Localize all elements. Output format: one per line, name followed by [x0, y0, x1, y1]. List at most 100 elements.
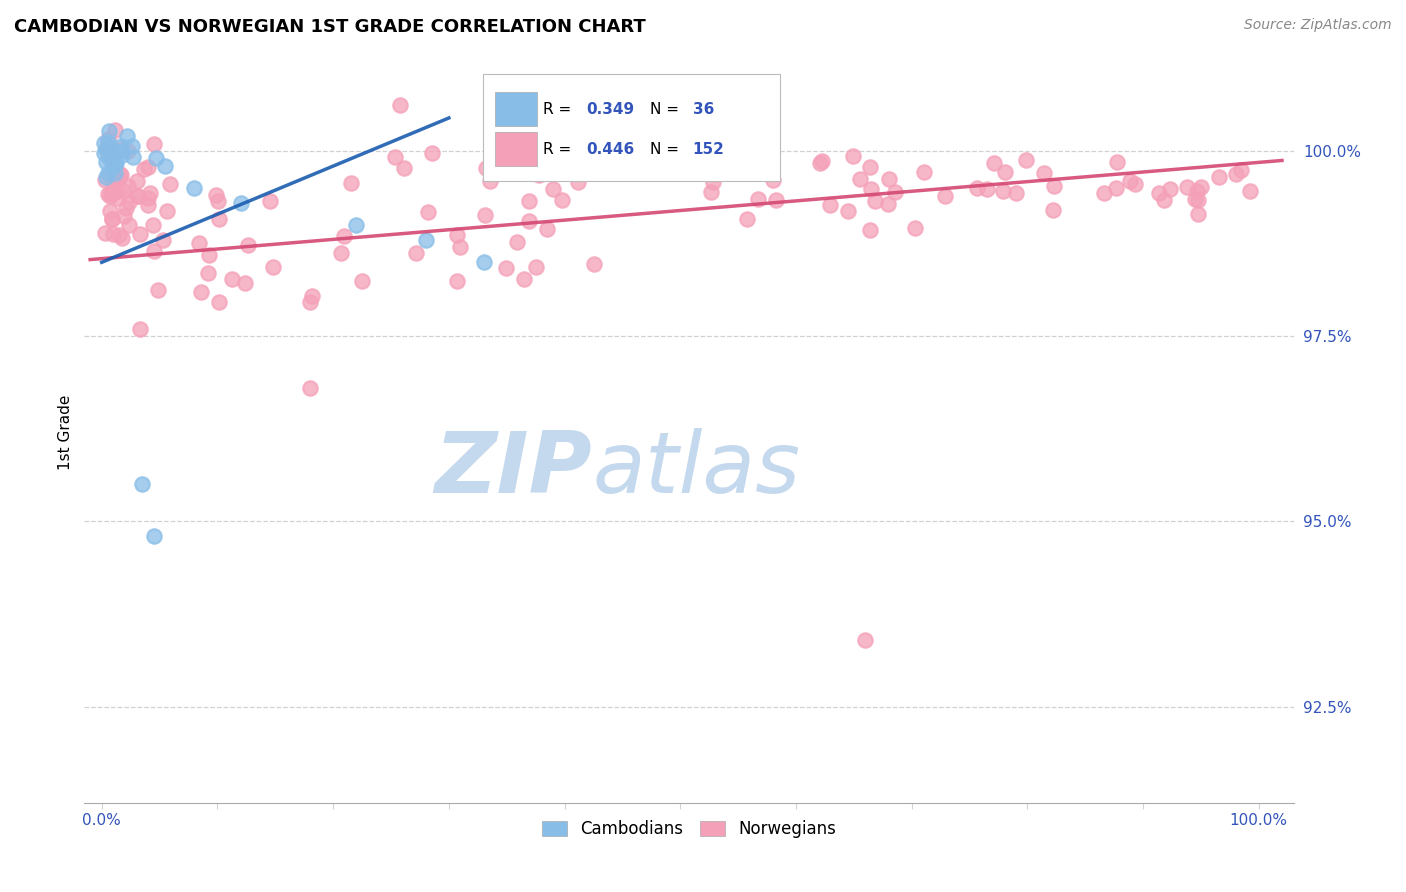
Point: [1189, 180, 1212, 194]
Point: [446, 275, 468, 289]
Point: [118, 219, 141, 233]
Point: [97, 186, 120, 201]
Point: [121, 139, 143, 153]
Point: [517, 214, 540, 228]
Point: [855, 632, 877, 647]
Point: [93, 136, 115, 150]
FancyBboxPatch shape: [495, 92, 537, 127]
Point: [96, 142, 118, 156]
Point: [1187, 193, 1209, 207]
Point: [104, 185, 127, 199]
Point: [103, 227, 125, 242]
Point: [934, 189, 956, 203]
Point: [111, 145, 134, 159]
Point: [190, 285, 212, 300]
Point: [841, 149, 863, 163]
Point: [207, 194, 229, 208]
Point: [994, 165, 1017, 179]
Point: [520, 150, 543, 164]
Point: [599, 153, 621, 167]
Point: [129, 322, 152, 336]
Point: [904, 220, 927, 235]
Text: 0.349: 0.349: [586, 102, 634, 117]
Point: [699, 185, 721, 199]
Point: [117, 178, 139, 193]
Point: [125, 174, 148, 188]
Y-axis label: 1st Grade: 1st Grade: [58, 395, 73, 470]
Point: [142, 244, 165, 259]
Point: [301, 289, 323, 303]
Point: [415, 233, 437, 247]
Point: [103, 175, 125, 189]
Point: [142, 218, 165, 232]
Point: [115, 201, 138, 215]
Point: [208, 295, 231, 310]
Text: Source: ZipAtlas.com: Source: ZipAtlas.com: [1244, 18, 1392, 32]
Point: [97, 166, 120, 180]
Point: [703, 167, 725, 181]
Point: [112, 184, 135, 198]
Point: [104, 123, 127, 137]
Point: [329, 245, 352, 260]
Text: N =: N =: [650, 142, 685, 157]
Point: [350, 274, 373, 288]
Point: [108, 167, 131, 181]
Point: [112, 209, 135, 223]
Point: [567, 175, 589, 189]
Point: [1042, 203, 1064, 218]
Point: [536, 222, 558, 236]
Point: [127, 189, 149, 203]
Point: [1229, 163, 1251, 178]
Point: [702, 175, 724, 189]
Point: [93, 145, 115, 160]
Point: [1208, 170, 1230, 185]
Point: [1184, 192, 1206, 206]
Point: [1177, 180, 1199, 194]
Point: [145, 151, 167, 165]
Point: [420, 145, 443, 160]
Point: [811, 153, 834, 168]
Point: [152, 233, 174, 247]
Point: [859, 223, 882, 237]
Point: [108, 142, 131, 156]
Point: [111, 230, 134, 244]
Point: [127, 188, 149, 202]
Point: [735, 212, 758, 227]
Point: [392, 161, 415, 175]
Text: 36: 36: [693, 102, 714, 117]
Point: [849, 172, 872, 186]
Point: [1187, 207, 1209, 221]
Point: [205, 188, 228, 202]
Point: [1105, 155, 1128, 169]
Point: [298, 295, 321, 310]
Text: ZIP: ZIP: [434, 428, 592, 511]
Point: [134, 162, 156, 177]
Point: [94, 172, 117, 186]
Point: [197, 266, 219, 280]
Point: [976, 181, 998, 195]
Point: [474, 208, 496, 222]
Point: [983, 156, 1005, 170]
Point: [298, 381, 321, 395]
Point: [879, 171, 901, 186]
Point: [233, 276, 256, 290]
Point: [859, 182, 882, 196]
Point: [138, 186, 160, 201]
Point: [97, 142, 120, 156]
Text: N =: N =: [650, 102, 685, 117]
Point: [98, 124, 121, 138]
Point: [100, 150, 122, 164]
FancyBboxPatch shape: [484, 73, 780, 181]
Point: [384, 150, 406, 164]
Point: [479, 174, 502, 188]
Point: [340, 176, 363, 190]
Point: [541, 182, 564, 196]
Text: 0.446: 0.446: [586, 142, 634, 157]
Point: [262, 260, 284, 275]
Point: [129, 227, 152, 242]
Point: [505, 235, 527, 249]
Point: [198, 248, 221, 262]
Point: [912, 165, 935, 179]
Point: [344, 219, 367, 233]
Point: [136, 197, 159, 211]
